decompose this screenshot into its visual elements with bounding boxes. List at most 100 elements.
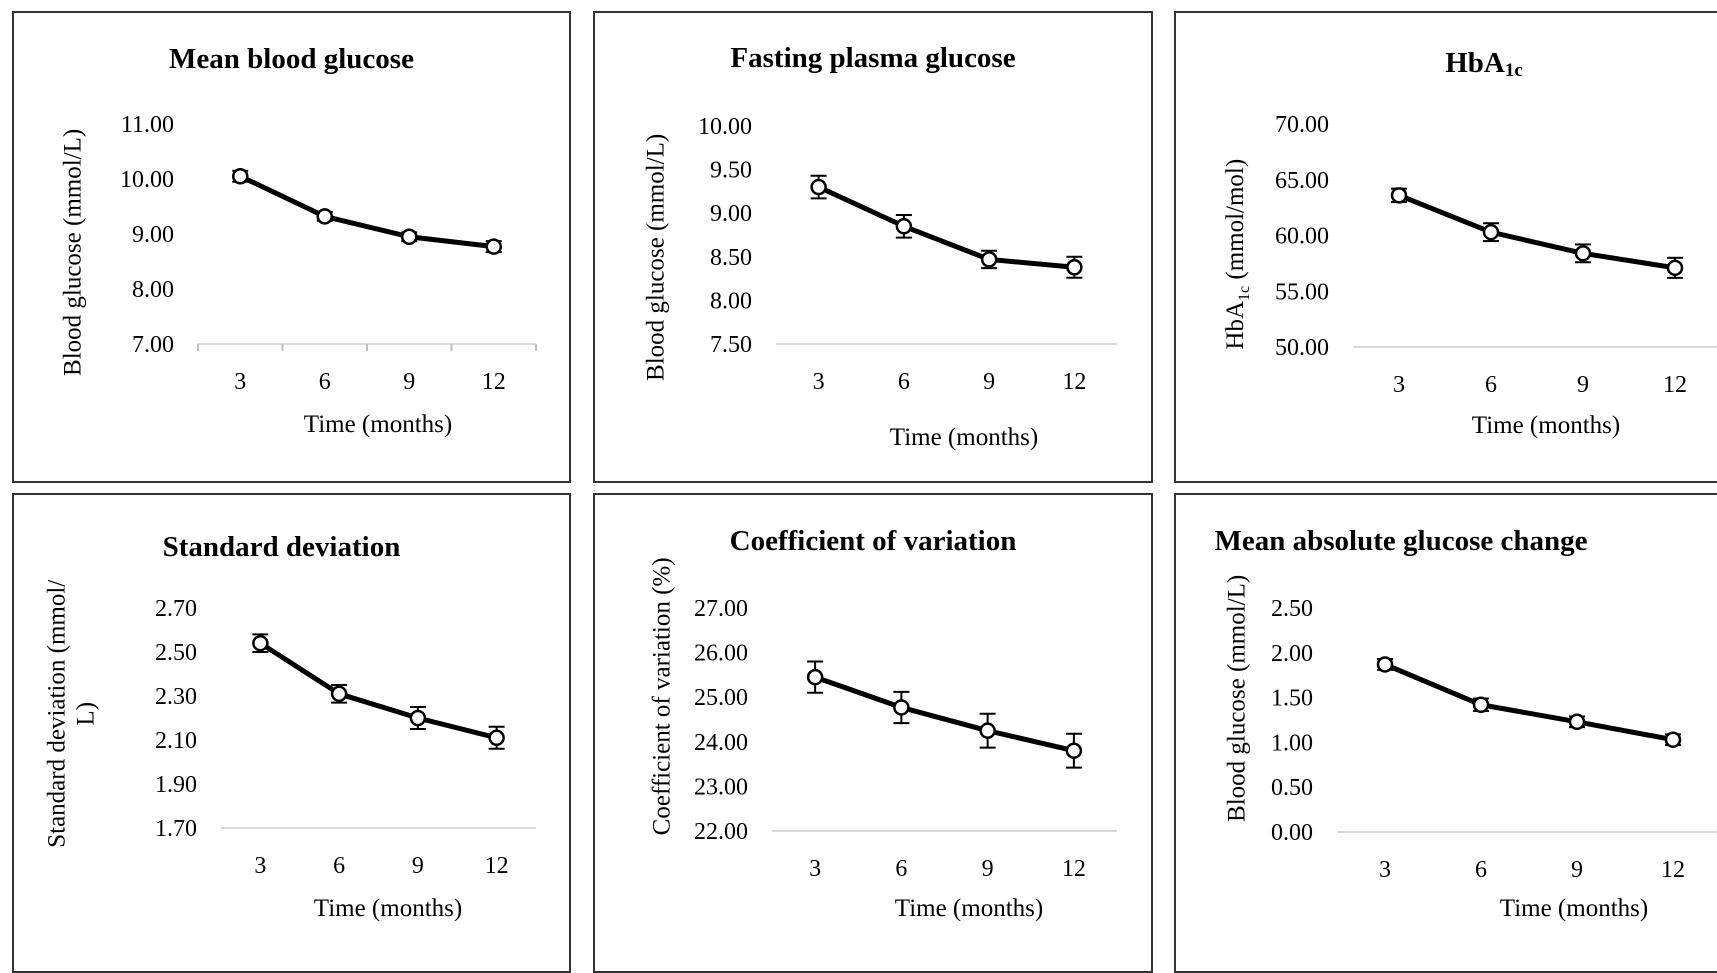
y-tick-label: 1.70 — [155, 816, 197, 842]
y-tick-label: 7.50 — [710, 332, 752, 358]
y-tick-label: 7.00 — [132, 332, 174, 358]
plot-area: 0.00 0.50 1.00 1.50 2.00 2.50 3 6 9 12 — [1271, 596, 1717, 883]
y-tick-label: 2.30 — [155, 684, 197, 710]
y-tick-label: 2.00 — [1271, 641, 1313, 667]
data-point — [1568, 713, 1586, 731]
y-tick-label: 65.00 — [1275, 168, 1329, 194]
data-point — [488, 729, 505, 747]
x-tick-label: 12 — [485, 853, 509, 879]
plot-area: 1.70 1.90 2.10 2.30 2.50 2.70 3 6 9 12 — [155, 596, 536, 879]
x-tick-label: 12 — [1062, 369, 1086, 395]
chart-panel-hba1c: HbA1c HbA1c (mmol/mol) Time (months) 50.… — [1174, 11, 1717, 483]
chart-title: Mean absolute glucose change — [1214, 525, 1588, 557]
data-point — [810, 178, 827, 196]
y-tick-label: 60.00 — [1275, 224, 1329, 250]
y-tick-label: 1.90 — [155, 772, 197, 798]
series-line — [817, 184, 1075, 270]
data-point — [1472, 696, 1490, 714]
x-tick-label: 12 — [1661, 857, 1685, 883]
series-line — [239, 173, 495, 250]
chart-panel-fasting-plasma-glucose: Fasting plasma glucose Blood glucose (mm… — [593, 11, 1153, 483]
y-tick-label: 8.50 — [710, 245, 752, 271]
y-tick-label: 9.50 — [710, 158, 752, 184]
chart-title: Mean blood glucose — [169, 43, 414, 75]
x-tick-label: 9 — [412, 853, 424, 879]
data-point — [401, 228, 418, 245]
chart-title: Standard deviation — [162, 531, 401, 563]
x-axis-label: Time (months) — [303, 411, 453, 438]
y-tick-label: 24.00 — [694, 730, 748, 756]
x-tick-label: 6 — [895, 856, 907, 882]
y-tick-label: 8.00 — [132, 277, 174, 303]
x-tick-label: 3 — [234, 369, 246, 395]
x-tick-label: 6 — [1485, 372, 1497, 398]
y-tick-label: 10.00 — [698, 114, 752, 140]
data-point — [330, 685, 348, 703]
y-tick-label: 2.70 — [155, 596, 197, 622]
y-tick-label: 22.00 — [694, 819, 748, 845]
y-tick-label: 2.50 — [155, 640, 197, 666]
y-tick-label: 8.00 — [710, 288, 752, 314]
data-point — [895, 218, 913, 235]
plot-area: 7.50 8.00 8.50 9.00 9.50 10.00 3 6 9 12 — [698, 114, 1117, 395]
y-tick-label: 70.00 — [1275, 112, 1329, 138]
y-tick-label: 55.00 — [1275, 279, 1329, 305]
data-point — [1666, 259, 1684, 277]
x-axis-label: Time (months) — [1499, 895, 1649, 922]
x-tick-label: 12 — [1663, 372, 1687, 398]
plot-area: 7.00 8.00 9.00 10.00 11.00 3 6 9 12 — [120, 112, 537, 395]
y-tick-label: 9.00 — [710, 201, 752, 227]
y-tick-label: 27.00 — [694, 596, 748, 622]
data-point — [316, 208, 333, 225]
x-tick-label: 12 — [482, 369, 506, 395]
data-point — [232, 168, 249, 185]
y-tick-label: 1.00 — [1271, 730, 1313, 756]
y-tick-label: 23.00 — [694, 774, 748, 800]
data-point — [893, 699, 910, 716]
data-point — [1390, 187, 1408, 204]
data-point — [485, 238, 502, 255]
chart-title: Coefficient of variation — [729, 525, 1017, 557]
series-line — [814, 674, 1075, 754]
y-tick-label: 2.50 — [1271, 596, 1313, 622]
data-point — [1376, 656, 1394, 673]
x-tick-label: 6 — [319, 369, 331, 395]
data-point — [409, 709, 427, 727]
series-line — [259, 641, 498, 741]
x-tick-label: 12 — [1062, 856, 1086, 882]
x-tick-label: 9 — [983, 369, 995, 395]
x-tick-label: 9 — [403, 369, 415, 395]
data-point — [1065, 742, 1083, 759]
data-point — [806, 668, 824, 686]
x-tick-label: 3 — [813, 369, 825, 395]
data-point — [980, 251, 998, 268]
chart-title: Fasting plasma glucose — [730, 42, 1016, 74]
chart-panel-mean-blood-glucose: Mean blood glucose Blood glucose (mmol/L… — [12, 11, 571, 483]
x-tick-label: 3 — [1393, 372, 1405, 398]
y-tick-label: 2.10 — [155, 728, 197, 754]
x-tick-label: 9 — [1577, 372, 1589, 398]
x-tick-label: 6 — [898, 369, 910, 395]
y-tick-label: 50.00 — [1275, 335, 1329, 361]
y-tick-label: 1.50 — [1271, 686, 1313, 712]
x-axis-label: Time (months) — [894, 895, 1044, 922]
x-axis-label: Time (months) — [313, 895, 463, 922]
x-tick-label: 6 — [333, 853, 345, 879]
x-tick-label: 3 — [809, 856, 821, 882]
series-line — [1384, 662, 1674, 743]
data-point — [979, 722, 996, 739]
x-tick-label: 9 — [1571, 857, 1583, 883]
y-tick-label: 0.50 — [1271, 775, 1313, 801]
x-axis-label: Time (months) — [889, 424, 1039, 451]
y-tick-label: 26.00 — [694, 641, 748, 667]
y-tick-label: 11.00 — [121, 112, 174, 138]
y-tick-label: 0.00 — [1271, 820, 1313, 846]
x-tick-label: 3 — [254, 853, 266, 879]
series-line — [1398, 193, 1676, 271]
y-tick-label: 25.00 — [694, 685, 748, 711]
data-point — [1574, 245, 1592, 262]
data-point — [1066, 259, 1083, 276]
x-axis-label: Time (months) — [1471, 412, 1621, 439]
data-point — [1482, 223, 1500, 241]
chart-panel-mean-absolute-glucose-change: Mean absolute glucose change Blood gluco… — [1174, 493, 1717, 973]
